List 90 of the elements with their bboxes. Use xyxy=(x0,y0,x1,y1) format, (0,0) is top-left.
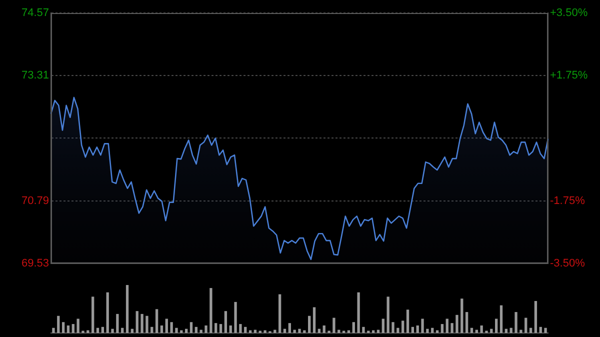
bar xyxy=(224,311,228,333)
bar xyxy=(544,328,547,333)
bar xyxy=(106,292,109,333)
bar xyxy=(382,318,384,333)
bar xyxy=(244,326,247,333)
bar xyxy=(278,294,282,333)
bar xyxy=(352,322,355,333)
bar xyxy=(57,316,60,333)
bar xyxy=(402,320,404,333)
bar xyxy=(283,328,286,333)
bar xyxy=(160,325,164,333)
bar xyxy=(288,323,291,333)
y2-tick-label: -3.50% xyxy=(550,257,586,270)
bar xyxy=(239,324,242,333)
bar xyxy=(308,316,311,333)
bar xyxy=(165,318,168,333)
bar xyxy=(101,326,104,333)
bar xyxy=(440,324,444,333)
bar xyxy=(510,328,512,333)
bar xyxy=(460,298,464,333)
bar xyxy=(396,328,400,333)
bar xyxy=(194,326,198,333)
bar xyxy=(52,328,55,333)
y-tick-label: 69.53 xyxy=(21,257,49,270)
bar xyxy=(155,309,158,333)
bar xyxy=(416,325,419,333)
bar xyxy=(529,328,532,333)
bar xyxy=(91,296,94,333)
bar xyxy=(431,328,434,333)
y2-tick-label: -1.75% xyxy=(550,194,586,207)
bar xyxy=(332,318,336,333)
bar xyxy=(480,325,483,333)
bar xyxy=(539,326,542,333)
bar xyxy=(392,322,394,333)
bar xyxy=(96,328,100,333)
bar xyxy=(121,328,124,333)
bar xyxy=(140,314,144,333)
bar xyxy=(495,318,498,333)
bar xyxy=(130,328,134,333)
bar xyxy=(136,311,138,333)
bar xyxy=(303,330,306,333)
bar xyxy=(318,328,321,333)
bar xyxy=(465,312,468,333)
bar xyxy=(322,325,326,333)
bar xyxy=(456,314,458,333)
bar xyxy=(146,316,148,333)
bar xyxy=(72,324,74,333)
bar xyxy=(504,328,508,333)
bar xyxy=(446,318,448,333)
y-tick-label: 70.79 xyxy=(21,194,49,207)
bar xyxy=(170,322,173,333)
bar xyxy=(357,292,360,333)
y2-tick-label: +3.50% xyxy=(550,7,588,20)
bar xyxy=(386,296,390,333)
bar xyxy=(126,285,129,333)
bar xyxy=(229,325,232,333)
bar xyxy=(219,324,222,333)
bar xyxy=(406,310,410,333)
bar xyxy=(362,326,365,333)
bar xyxy=(111,328,114,333)
bar xyxy=(450,323,454,333)
bar xyxy=(210,288,212,333)
bar xyxy=(184,328,188,333)
bar xyxy=(150,326,154,333)
bar xyxy=(426,328,429,333)
bar xyxy=(514,312,518,333)
bar xyxy=(490,328,493,333)
bar xyxy=(411,326,414,333)
bar xyxy=(500,305,503,333)
bar xyxy=(520,330,522,333)
bar xyxy=(62,322,65,333)
bar xyxy=(234,302,237,333)
bar xyxy=(298,328,301,333)
bar xyxy=(214,323,218,333)
bar xyxy=(524,318,528,333)
bar xyxy=(293,330,296,333)
bar xyxy=(66,325,70,333)
bar xyxy=(204,325,208,333)
bar xyxy=(421,318,424,333)
bar xyxy=(264,330,266,333)
y-tick-label: 74.57 xyxy=(21,7,49,20)
bar xyxy=(76,318,80,333)
bar xyxy=(190,322,193,333)
bar xyxy=(175,328,178,333)
y2-tick-label: +1.75% xyxy=(550,70,588,82)
bar xyxy=(470,328,474,333)
bar xyxy=(116,314,119,333)
bar xyxy=(312,307,316,333)
bar xyxy=(534,300,538,333)
y-tick-label: 73.31 xyxy=(21,70,49,82)
